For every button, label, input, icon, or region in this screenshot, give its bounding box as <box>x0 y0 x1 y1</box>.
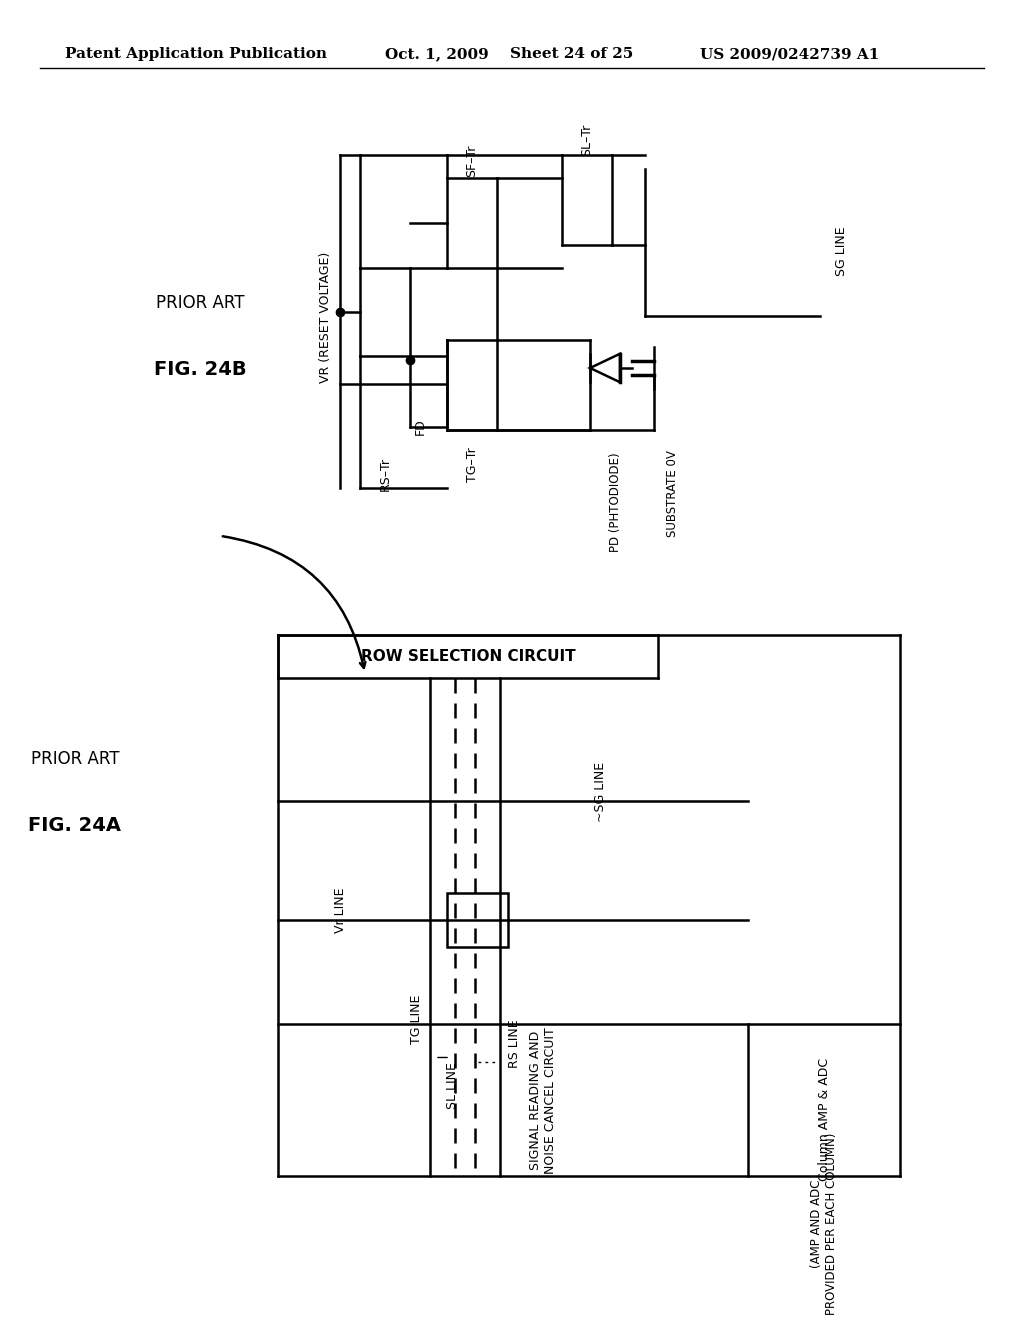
Text: SIGNAL READING AND
NOISE CANCEL CIRCUIT: SIGNAL READING AND NOISE CANCEL CIRCUIT <box>529 1027 557 1173</box>
Text: Column AMP & ADC: Column AMP & ADC <box>817 1057 830 1180</box>
Text: TG–Tr: TG–Tr <box>466 447 478 482</box>
Bar <box>447 894 508 946</box>
Text: VR (RESET VOLTAGE): VR (RESET VOLTAGE) <box>318 252 332 383</box>
Text: PRIOR ART: PRIOR ART <box>31 750 119 768</box>
Text: ROW SELECTION CIRCUIT: ROW SELECTION CIRCUIT <box>360 649 575 664</box>
Text: TG LINE: TG LINE <box>410 995 423 1044</box>
Text: FIG. 24A: FIG. 24A <box>29 816 122 834</box>
Text: Sheet 24 of 25: Sheet 24 of 25 <box>510 48 633 61</box>
Text: FD: FD <box>414 418 427 436</box>
Text: US 2009/0242739 A1: US 2009/0242739 A1 <box>700 48 880 61</box>
Text: Vr LINE: Vr LINE <box>334 888 346 933</box>
Text: (AMP AND ADC
PROVIDED PER EACH COLUMN): (AMP AND ADC PROVIDED PER EACH COLUMN) <box>810 1133 838 1315</box>
Text: RS–Tr: RS–Tr <box>379 457 391 491</box>
Text: SL–Tr: SL–Tr <box>581 124 594 157</box>
Text: SUBSTRATE 0V: SUBSTRATE 0V <box>666 450 679 537</box>
Text: FIG. 24B: FIG. 24B <box>154 360 247 379</box>
Text: Patent Application Publication: Patent Application Publication <box>65 48 327 61</box>
Text: SL LINE: SL LINE <box>446 1063 460 1109</box>
Text: Oct. 1, 2009: Oct. 1, 2009 <box>385 48 488 61</box>
Text: SF–Tr: SF–Tr <box>466 145 478 177</box>
Text: SG LINE: SG LINE <box>835 227 848 276</box>
Text: PD (PHTODIODE): PD (PHTODIODE) <box>608 453 622 553</box>
Text: RS LINE: RS LINE <box>509 1019 521 1068</box>
Text: ~SG LINE: ~SG LINE <box>594 762 606 822</box>
Text: PRIOR ART: PRIOR ART <box>156 294 245 313</box>
